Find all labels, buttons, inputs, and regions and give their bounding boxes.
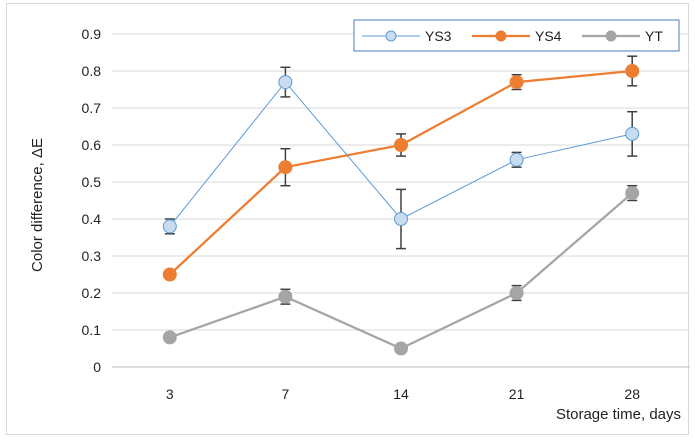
legend: YS3 YS4 YT xyxy=(353,19,680,52)
legend-marker xyxy=(605,30,617,42)
legend-marker xyxy=(385,30,397,42)
x-tick-label: 3 xyxy=(166,386,174,402)
y-tick-label: 0.5 xyxy=(82,174,102,190)
data-point xyxy=(625,126,640,141)
y-tick-label: 0.2 xyxy=(82,285,102,301)
data-point xyxy=(278,75,293,90)
y-tick-label: 0 xyxy=(93,359,101,375)
data-point xyxy=(509,152,524,167)
data-point xyxy=(509,286,524,300)
y-axis-ticks: 0 0.1 0.2 0.3 0.4 0.5 0.6 0.7 0.8 0.9 xyxy=(82,26,102,375)
data-point xyxy=(394,138,408,152)
series-YS4 xyxy=(162,55,640,282)
data-point xyxy=(278,160,293,175)
x-tick-label: 7 xyxy=(282,386,290,402)
legend-item-YS3: YS3 xyxy=(362,28,452,44)
data-point xyxy=(162,330,177,345)
x-axis-ticks: 3 7 14 21 28 xyxy=(166,386,640,402)
legend-marker xyxy=(495,30,507,42)
data-point xyxy=(278,289,293,304)
y-tick-label: 0.4 xyxy=(82,211,102,227)
y-tick-label: 0.1 xyxy=(82,322,102,338)
data-point xyxy=(625,64,640,78)
legend-label: YS3 xyxy=(425,28,452,44)
legend-label: YT xyxy=(645,28,663,44)
x-tick-label: 28 xyxy=(624,386,640,402)
y-axis-title: Color difference, ΔE xyxy=(29,138,46,272)
data-point xyxy=(394,212,408,226)
series-YS3 xyxy=(162,66,640,250)
legend-item-YS4: YS4 xyxy=(472,28,562,44)
y-tick-label: 0.7 xyxy=(82,100,102,116)
x-axis-title: Storage time, days xyxy=(556,406,681,423)
x-tick-label: 21 xyxy=(509,386,525,402)
data-point xyxy=(509,75,524,90)
series-YT xyxy=(162,184,640,356)
y-tick-label: 0.8 xyxy=(82,63,102,79)
data-point xyxy=(162,267,177,282)
x-tick-label: 14 xyxy=(393,386,409,402)
data-point xyxy=(625,186,640,201)
y-tick-label: 0.6 xyxy=(82,137,102,153)
data-point xyxy=(162,219,177,234)
y-tick-label: 0.3 xyxy=(82,248,102,264)
plot-area xyxy=(162,55,640,356)
data-point xyxy=(394,341,408,356)
y-tick-label: 0.9 xyxy=(82,26,102,42)
legend-label: YS4 xyxy=(535,28,562,44)
legend-item-YT: YT xyxy=(582,28,663,44)
